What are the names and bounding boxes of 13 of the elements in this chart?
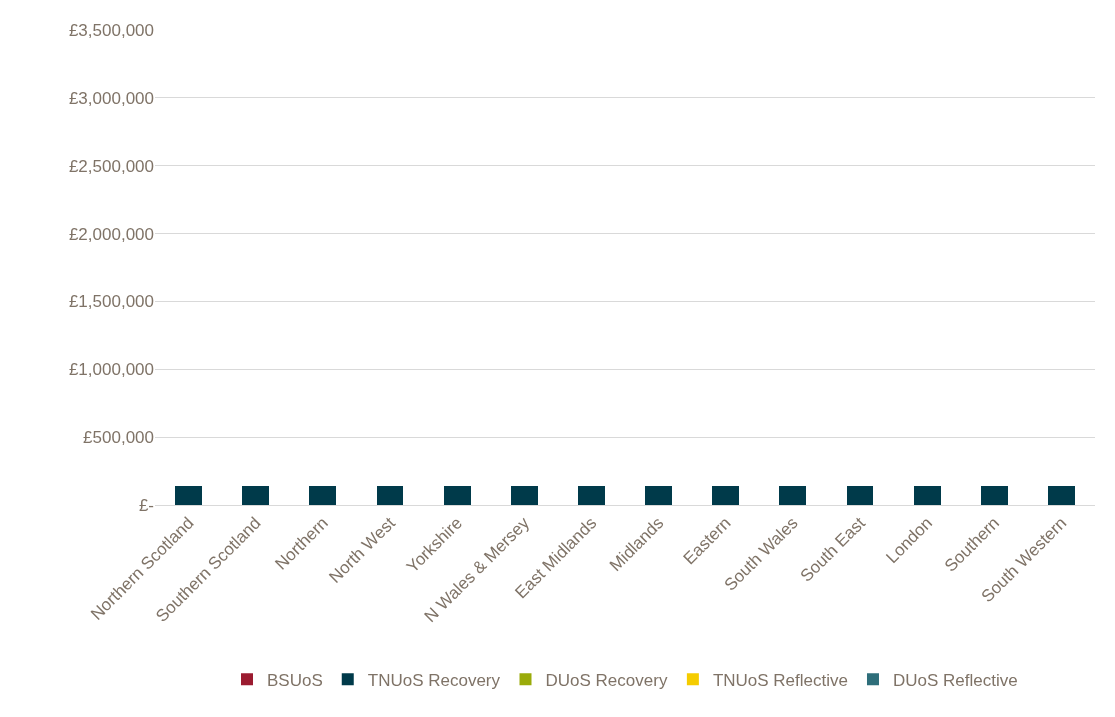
legend-label: TNUoS Reflective [712, 670, 848, 690]
y-tick-label: £3,500,000 [68, 20, 154, 40]
y-tick-label: £1,500,000 [68, 292, 154, 312]
y-tick-label: £500,000 [83, 428, 154, 448]
legend-label: DUoS Reflective [892, 670, 1018, 690]
legend-label: TNUoS Recovery [367, 670, 501, 690]
y-tick-label: £1,000,000 [68, 360, 154, 380]
y-tick-label: £2,500,000 [68, 156, 154, 176]
y-tick-label: £3,000,000 [68, 88, 154, 108]
y-tick-label: £- [138, 495, 154, 515]
y-tick-label: £2,000,000 [68, 224, 154, 244]
legend-label: BSUoS [267, 670, 323, 690]
legend-label: DUoS Recovery [545, 670, 668, 690]
